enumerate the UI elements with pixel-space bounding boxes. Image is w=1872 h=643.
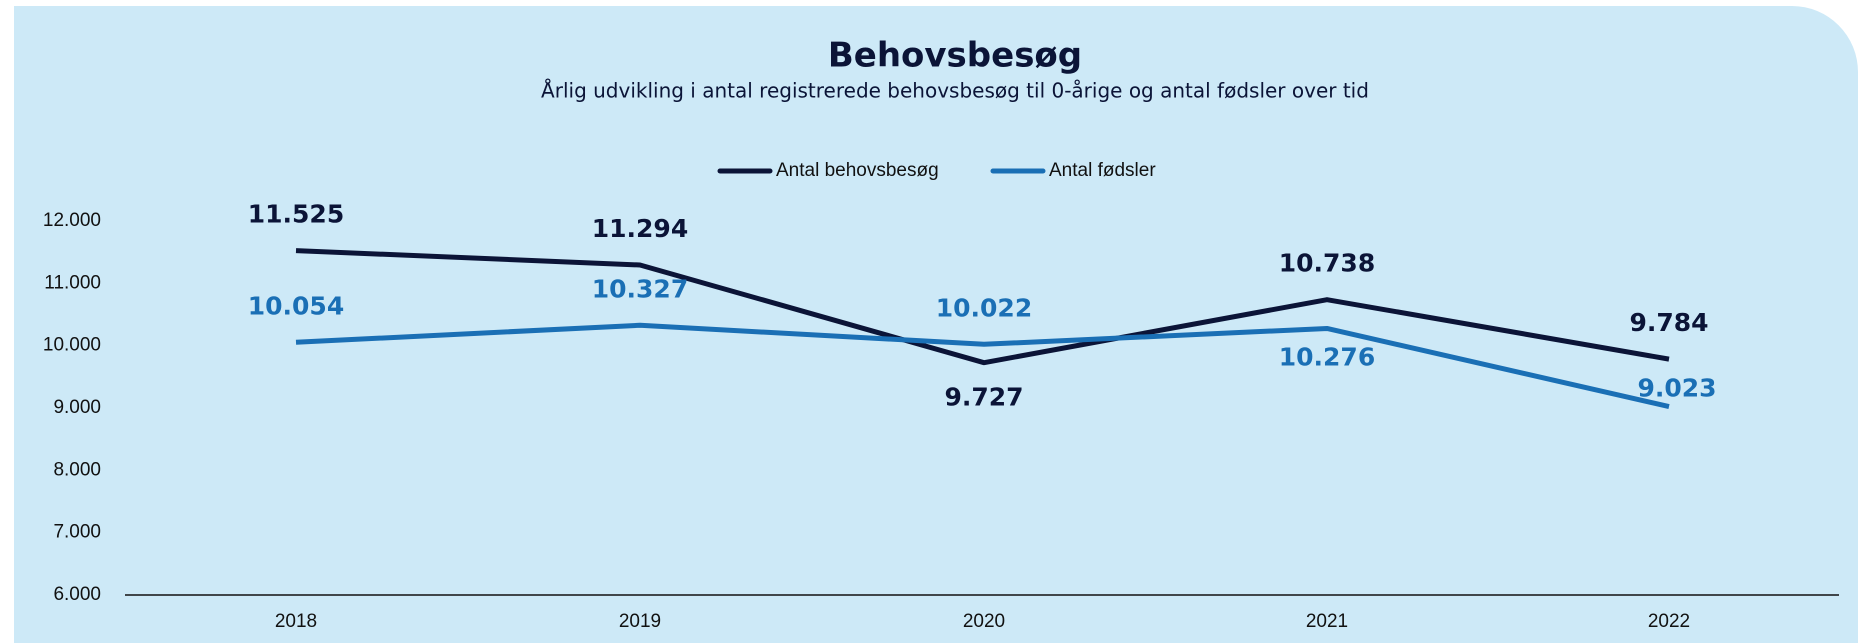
y-tick-label: 7.000 bbox=[53, 522, 101, 543]
data-label: 10.327 bbox=[592, 274, 688, 303]
legend-label: Antal behovsbesøg bbox=[776, 160, 939, 181]
x-tick-label: 2020 bbox=[963, 611, 1005, 632]
panel bbox=[14, 6, 1858, 643]
y-tick-label: 10.000 bbox=[43, 335, 101, 356]
chart-subtitle: Årlig udvikling i antal registrerede beh… bbox=[541, 79, 1369, 103]
data-label: 11.525 bbox=[248, 200, 344, 229]
x-tick-label: 2019 bbox=[619, 611, 661, 632]
series-line bbox=[295, 248, 1670, 366]
data-label: 9.023 bbox=[1637, 374, 1716, 403]
data-label: 10.738 bbox=[1279, 249, 1375, 278]
chart-title: Behovsbesøg bbox=[828, 36, 1082, 76]
y-tick-label: 11.000 bbox=[44, 272, 101, 293]
x-tick-label: 2022 bbox=[1648, 611, 1690, 632]
data-label: 11.294 bbox=[592, 214, 688, 243]
data-label: 9.727 bbox=[944, 383, 1023, 412]
x-tick-label: 2021 bbox=[1306, 611, 1348, 632]
x-tick-label: 2018 bbox=[275, 611, 317, 632]
data-label: 10.054 bbox=[248, 291, 344, 320]
y-tick-label: 9.000 bbox=[53, 397, 101, 418]
y-tick-label: 8.000 bbox=[53, 459, 101, 480]
data-label: 10.022 bbox=[936, 293, 1032, 322]
data-label: 10.276 bbox=[1279, 342, 1375, 371]
y-tick-label: 6.000 bbox=[53, 584, 101, 605]
data-label: 9.784 bbox=[1629, 308, 1708, 337]
series-line bbox=[295, 322, 1670, 410]
y-tick-label: 12.000 bbox=[43, 210, 101, 231]
legend-label: Antal fødsler bbox=[1049, 160, 1156, 181]
